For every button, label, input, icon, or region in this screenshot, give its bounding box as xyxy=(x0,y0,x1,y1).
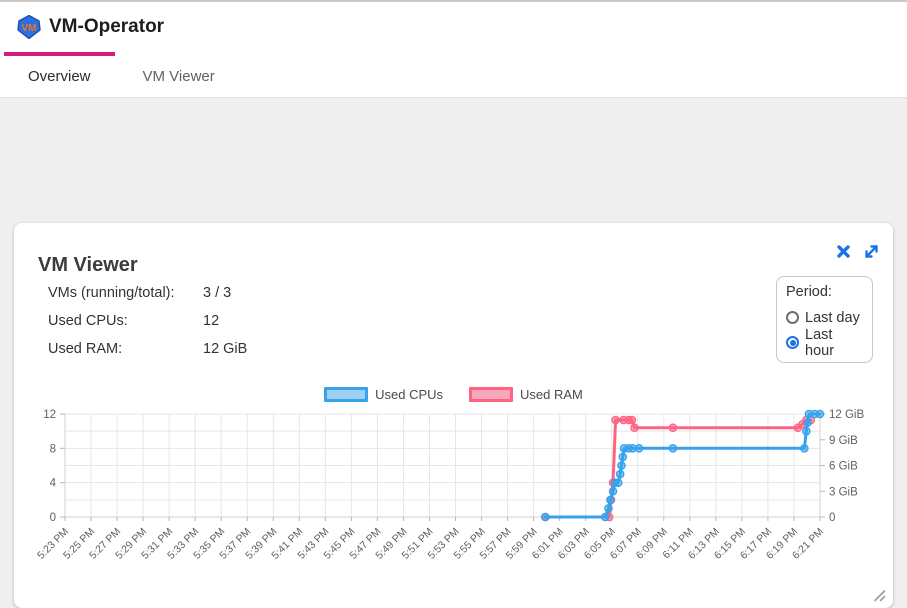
svg-text:9 GiB: 9 GiB xyxy=(829,435,858,447)
card-title: VM Viewer xyxy=(38,253,138,276)
legend-item-used-cpus[interactable]: Used CPUs xyxy=(324,387,443,402)
vm-viewer-card: VM Viewer VMs (running/total): 3 / 3 Used … xyxy=(14,223,893,608)
tab-vm-viewer[interactable]: VM Viewer xyxy=(118,52,239,97)
resize-grip-icon[interactable] xyxy=(873,589,886,602)
period-selector: Period: Last day Last hour xyxy=(776,276,873,363)
tab-overview[interactable]: Overview xyxy=(4,52,115,97)
stat-value: 12 GiB xyxy=(203,341,248,357)
stat-row: VMs (running/total): 3 / 3 xyxy=(48,279,247,307)
svg-text:4: 4 xyxy=(50,478,57,490)
svg-text:6 GiB: 6 GiB xyxy=(829,461,858,473)
legend-label: Used CPUs xyxy=(375,387,444,402)
period-option-last-day[interactable]: Last day xyxy=(786,305,863,330)
series-line-used-ram xyxy=(543,418,813,519)
legend-item-used-ram[interactable]: Used RAM xyxy=(469,387,583,402)
window-top-border xyxy=(0,0,907,2)
svg-text:0: 0 xyxy=(50,512,56,524)
svg-text:12 GiB: 12 GiB xyxy=(829,409,864,421)
usage-chart: 5:23 PM 5:25 PM 5:27 PM 5:29 PM 5:31 PM 5:33 … xyxy=(30,403,880,603)
expand-icon[interactable] xyxy=(861,241,881,261)
stat-value: 3 / 3 xyxy=(203,285,232,301)
close-icon[interactable] xyxy=(833,241,853,261)
svg-text:VM: VM xyxy=(22,23,37,34)
period-label: Period: xyxy=(786,284,832,300)
stat-value: 12 xyxy=(203,313,220,329)
radio-unchecked-icon[interactable] xyxy=(786,311,799,324)
legend-swatch xyxy=(469,387,514,402)
svg-text:8: 8 xyxy=(50,443,56,455)
stat-label: Used CPUs: xyxy=(48,313,128,329)
stat-label: VMs (running/total): xyxy=(48,285,175,301)
vm-stats: VMs (running/total): 3 / 3 Used CPUs: 12 Use… xyxy=(48,279,247,363)
stat-label: Used RAM: xyxy=(48,341,123,357)
app-title: VM-Operator xyxy=(49,16,165,37)
page-background: VM Viewer VMs (running/total): 3 / 3 Used … xyxy=(0,98,907,608)
stat-row: Used RAM: 12 GiB xyxy=(48,335,247,363)
svg-text:0: 0 xyxy=(829,512,835,524)
legend-swatch xyxy=(324,387,369,402)
period-option-label: Last day xyxy=(805,309,860,326)
app-header: VM VM-Operator xyxy=(0,2,907,52)
chart-legend: Used CPUs Used RAM xyxy=(14,387,893,402)
legend-label: Used RAM xyxy=(520,387,583,402)
radio-checked-icon[interactable] xyxy=(786,336,799,349)
svg-text:3 GiB: 3 GiB xyxy=(829,486,858,498)
tab-bar: Overview VM Viewer xyxy=(0,52,907,98)
stat-row: Used CPUs: 12 xyxy=(48,307,247,335)
card-header-actions xyxy=(833,241,881,261)
app-logo-icon: VM xyxy=(17,14,41,40)
period-option-label: Last hour xyxy=(805,326,835,359)
period-option-last-hour[interactable]: Last hour xyxy=(786,327,863,359)
svg-text:12: 12 xyxy=(43,409,56,421)
